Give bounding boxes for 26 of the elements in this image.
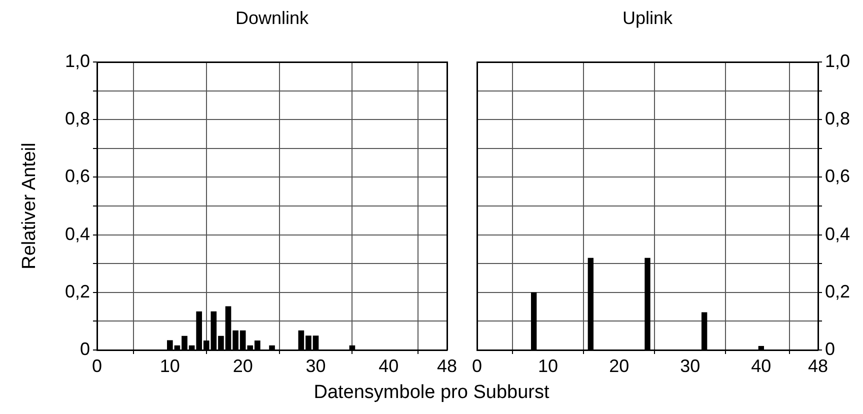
x-tick-label: 20: [232, 356, 253, 376]
y-axis-title: Relativer Anteil: [19, 142, 41, 272]
x-tick-label: 48: [436, 356, 458, 376]
y-tick-label: 1,0: [825, 50, 850, 71]
x-tick-label: 10: [160, 356, 180, 376]
x-tick-label: 40: [751, 356, 772, 376]
y-tick-label: 0,8: [64, 108, 90, 129]
y-tick-label: 0,6: [64, 166, 90, 186]
x-tick-label: 20: [609, 356, 630, 376]
x-tick-label: 0: [472, 356, 482, 376]
x-axis-title: Datensymbole pro Subburst: [312, 382, 550, 404]
y-tick-label: 0,4: [825, 224, 850, 244]
x-tick-label: 0: [92, 356, 102, 376]
y-tick-label: 0,8: [825, 108, 850, 129]
x-tick-label: 10: [538, 356, 558, 376]
x-tick-label: 40: [378, 356, 399, 376]
y-tick-label: 0,2: [64, 281, 90, 302]
y-tick-label: 0,6: [825, 166, 850, 186]
chart-title: Downlink: [234, 8, 310, 29]
y-tick-label: 1,0: [64, 50, 90, 71]
y-tick-label: 0,2: [825, 281, 850, 302]
y-tick-label: 0: [80, 338, 90, 359]
x-tick-label: 30: [306, 356, 326, 376]
x-tick-label: 30: [680, 356, 700, 376]
chart-title: Uplink: [621, 8, 674, 29]
y-tick-label: 0,4: [64, 224, 90, 244]
